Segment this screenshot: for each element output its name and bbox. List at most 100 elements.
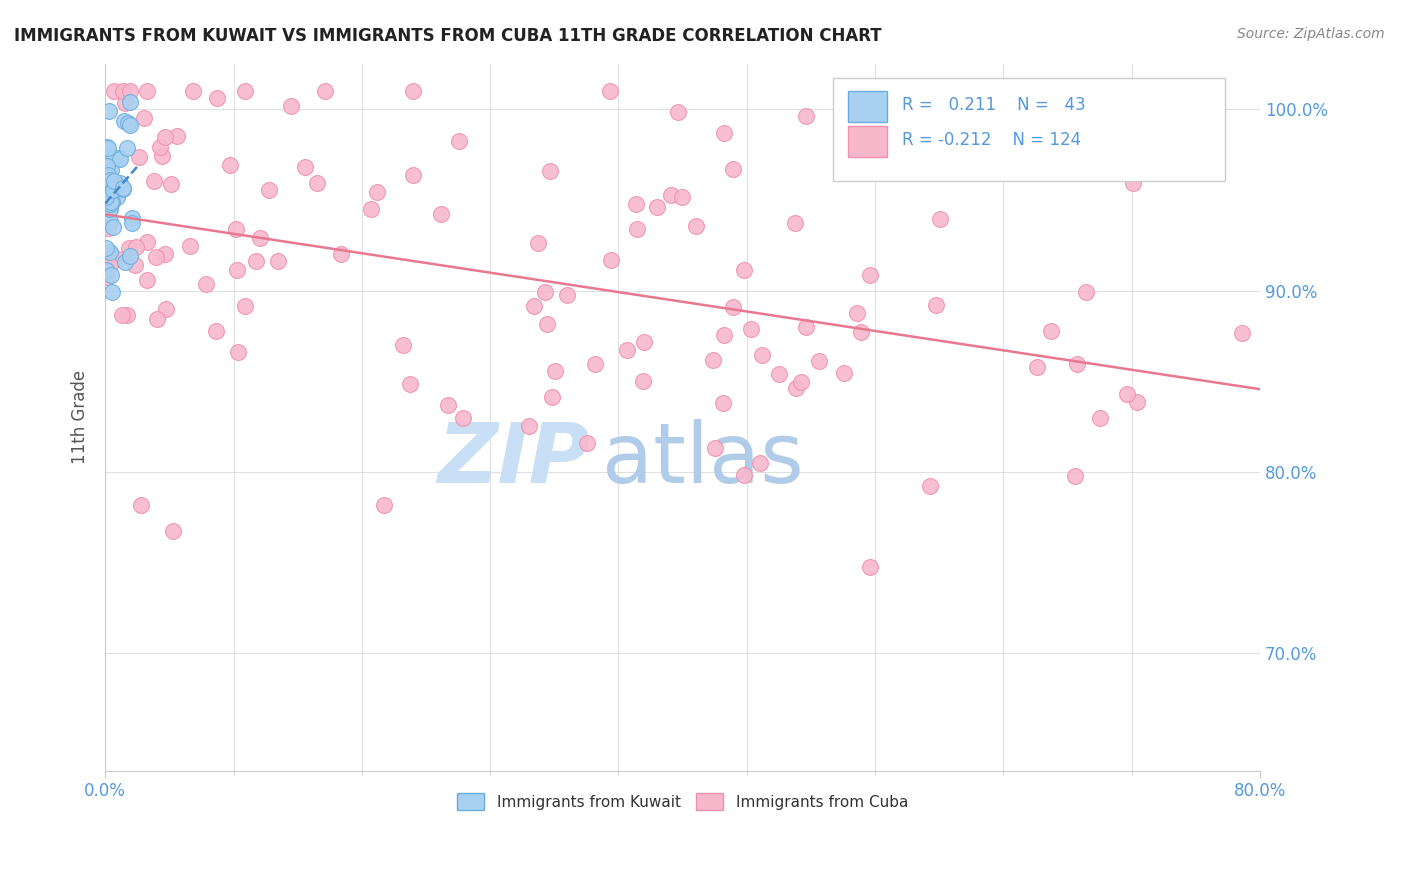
Point bbox=[100, 178, 122, 192]
Point bbox=[294, 160, 316, 174]
Point bbox=[794, 319, 817, 334]
Point bbox=[118, 95, 141, 109]
Point bbox=[98, 197, 121, 211]
Point bbox=[155, 247, 177, 261]
Point bbox=[583, 357, 606, 371]
Text: ZIP: ZIP bbox=[437, 419, 591, 500]
Point bbox=[555, 287, 578, 301]
Point bbox=[538, 164, 561, 178]
Point bbox=[1066, 357, 1088, 371]
Point bbox=[733, 468, 755, 483]
FancyBboxPatch shape bbox=[832, 78, 1225, 181]
Point bbox=[100, 179, 122, 194]
Point bbox=[685, 219, 707, 234]
Point bbox=[437, 398, 460, 412]
Point bbox=[402, 168, 425, 182]
Point bbox=[155, 130, 177, 145]
Point bbox=[108, 177, 131, 191]
Point bbox=[1230, 326, 1253, 340]
Point bbox=[733, 262, 755, 277]
Point bbox=[392, 338, 415, 352]
Point bbox=[783, 217, 806, 231]
Text: atlas: atlas bbox=[602, 419, 803, 500]
Point bbox=[162, 524, 184, 538]
Point bbox=[103, 174, 125, 188]
Point bbox=[1040, 324, 1063, 338]
Point bbox=[114, 95, 136, 110]
Point bbox=[1088, 411, 1111, 425]
Point bbox=[94, 197, 117, 211]
Point bbox=[142, 174, 165, 188]
Point bbox=[451, 410, 474, 425]
Point bbox=[1116, 387, 1139, 401]
Point bbox=[94, 242, 117, 256]
Point bbox=[1076, 285, 1098, 299]
Point bbox=[920, 479, 942, 493]
Point bbox=[98, 189, 121, 203]
Point bbox=[111, 84, 134, 98]
Point bbox=[723, 162, 745, 177]
Point bbox=[751, 348, 773, 362]
Point bbox=[98, 213, 121, 227]
Point bbox=[859, 560, 882, 574]
Point bbox=[534, 285, 557, 299]
Point bbox=[645, 200, 668, 214]
Point bbox=[307, 176, 329, 190]
Point bbox=[794, 109, 817, 123]
Text: IMMIGRANTS FROM KUWAIT VS IMMIGRANTS FROM CUBA 11TH GRADE CORRELATION CHART: IMMIGRANTS FROM KUWAIT VS IMMIGRANTS FRO… bbox=[14, 27, 882, 45]
Point bbox=[155, 301, 177, 316]
Point bbox=[166, 128, 188, 143]
Point bbox=[832, 366, 855, 380]
Point bbox=[360, 202, 382, 216]
Point bbox=[540, 390, 562, 404]
Point bbox=[519, 418, 541, 433]
Point bbox=[98, 202, 121, 217]
Point bbox=[522, 299, 544, 313]
Point bbox=[233, 84, 256, 98]
Point bbox=[249, 231, 271, 245]
Point bbox=[125, 240, 148, 254]
Point bbox=[97, 168, 120, 182]
Point bbox=[118, 242, 141, 256]
Point bbox=[97, 221, 120, 235]
Point bbox=[711, 396, 734, 410]
Point bbox=[121, 211, 143, 225]
Point bbox=[117, 116, 139, 130]
Point bbox=[925, 298, 948, 312]
Point bbox=[929, 211, 952, 226]
Point bbox=[233, 300, 256, 314]
Point bbox=[624, 197, 647, 211]
Point bbox=[96, 263, 118, 277]
Point bbox=[576, 436, 599, 450]
Y-axis label: 11th Grade: 11th Grade bbox=[72, 370, 89, 465]
Point bbox=[145, 250, 167, 264]
Point bbox=[103, 150, 125, 164]
Point bbox=[112, 114, 135, 128]
Point bbox=[671, 190, 693, 204]
Point bbox=[101, 194, 124, 209]
Point bbox=[100, 268, 122, 282]
Point bbox=[226, 345, 249, 359]
Point bbox=[740, 322, 762, 336]
Point bbox=[702, 353, 724, 368]
Point bbox=[789, 376, 811, 390]
Point bbox=[121, 215, 143, 229]
Point bbox=[219, 157, 242, 171]
Point bbox=[616, 343, 638, 358]
Point bbox=[94, 190, 117, 204]
Point bbox=[785, 382, 807, 396]
Point bbox=[713, 327, 735, 342]
Point bbox=[136, 273, 159, 287]
Point bbox=[195, 277, 218, 291]
Legend: Immigrants from Kuwait, Immigrants from Cuba: Immigrants from Kuwait, Immigrants from … bbox=[451, 787, 914, 816]
Point bbox=[366, 185, 388, 199]
Point bbox=[633, 374, 655, 388]
Point bbox=[129, 498, 152, 512]
FancyBboxPatch shape bbox=[848, 91, 887, 122]
Point bbox=[105, 190, 128, 204]
Point bbox=[98, 245, 121, 260]
Point bbox=[808, 354, 831, 368]
Point bbox=[96, 196, 118, 211]
Point bbox=[94, 189, 117, 203]
Point bbox=[160, 178, 183, 192]
